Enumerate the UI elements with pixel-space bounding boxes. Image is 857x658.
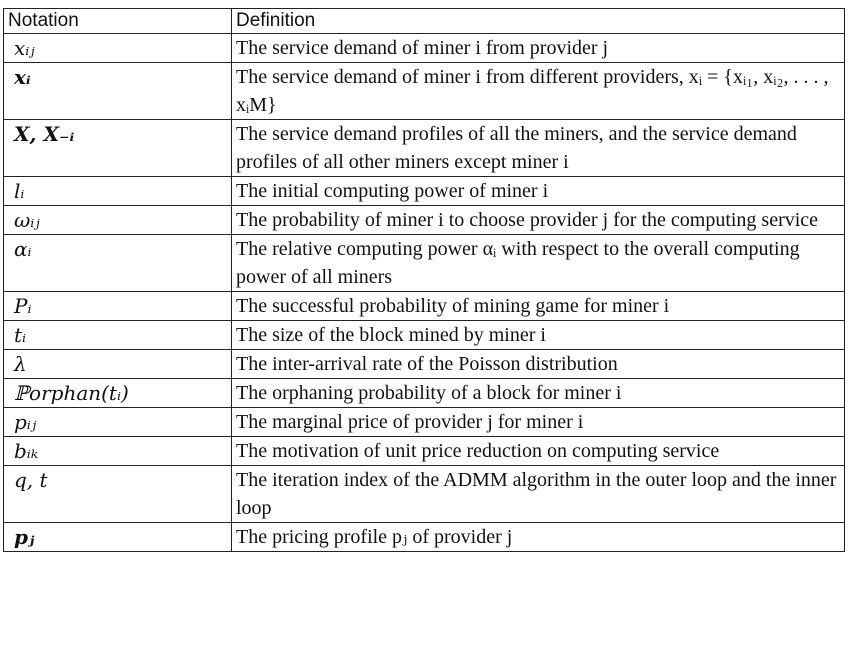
notation-cell: pⱼ — [3, 522, 232, 552]
notation-cell: αᵢ — [3, 234, 232, 292]
definition-cell: The size of the block mined by miner i — [231, 320, 845, 350]
table-row: q, t The iteration index of the ADMM alg… — [3, 465, 845, 523]
notation-cell: ℙorphan(tᵢ) — [3, 378, 232, 408]
table-row: xᵢ The service demand of miner i from di… — [3, 62, 845, 120]
notation-cell: tᵢ — [3, 320, 232, 350]
notation-cell: X, X₋ᵢ — [3, 119, 232, 177]
definition-cell: The service demand of miner i from provi… — [231, 33, 845, 63]
header-row: Notation Definition — [3, 8, 845, 34]
table-row: lᵢ The initial computing power of miner … — [3, 176, 845, 206]
definition-cell: The successful probability of mining gam… — [231, 291, 845, 321]
notation-cell: ωᵢⱼ — [3, 205, 232, 235]
definition-header: Definition — [231, 8, 845, 34]
table-row: ℙorphan(tᵢ) The orphaning probability of… — [3, 378, 845, 408]
definition-cell: The iteration index of the ADMM algorith… — [231, 465, 845, 523]
notation-cell: xᵢⱼ — [3, 33, 232, 63]
notation-cell: pᵢⱼ — [3, 407, 232, 437]
table-row: xᵢⱼ The service demand of miner i from p… — [3, 33, 845, 63]
table-row: αᵢ The relative computing power αᵢ with … — [3, 234, 845, 292]
notation-header: Notation — [3, 8, 232, 34]
definition-cell: The motivation of unit price reduction o… — [231, 436, 845, 466]
notation-cell: xᵢ — [3, 62, 232, 120]
notation-cell: q, t — [3, 465, 232, 523]
definition-cell: The service demand profiles of all the m… — [231, 119, 845, 177]
table-row: λ The inter-arrival rate of the Poisson … — [3, 349, 845, 379]
definition-cell: The orphaning probability of a block for… — [231, 378, 845, 408]
definition-cell: The marginal price of provider j for min… — [231, 407, 845, 437]
definition-cell: The relative computing power αᵢ with res… — [231, 234, 845, 292]
definition-cell: The inter-arrival rate of the Poisson di… — [231, 349, 845, 379]
notation-cell: bᵢₖ — [3, 436, 232, 466]
table-row: tᵢ The size of the block mined by miner … — [3, 320, 845, 350]
table-row: bᵢₖ The motivation of unit price reducti… — [3, 436, 845, 466]
notation-cell: λ — [3, 349, 232, 379]
definition-cell: The service demand of miner i from diffe… — [231, 62, 845, 120]
table-row: pⱼ The pricing profile pⱼ of provider j — [3, 522, 845, 552]
notation-cell: lᵢ — [3, 176, 232, 206]
notation-table: Notation Definition xᵢⱼ The service dema… — [3, 8, 845, 552]
table-row: pᵢⱼ The marginal price of provider j for… — [3, 407, 845, 437]
table-row: ωᵢⱼ The probability of miner i to choose… — [3, 205, 845, 235]
definition-cell: The initial computing power of miner i — [231, 176, 845, 206]
table-row: Pᵢ The successful probability of mining … — [3, 291, 845, 321]
definition-cell: The probability of miner i to choose pro… — [231, 205, 845, 235]
table-row: X, X₋ᵢ The service demand profiles of al… — [3, 119, 845, 177]
definition-cell: The pricing profile pⱼ of provider j — [231, 522, 845, 552]
notation-cell: Pᵢ — [3, 291, 232, 321]
